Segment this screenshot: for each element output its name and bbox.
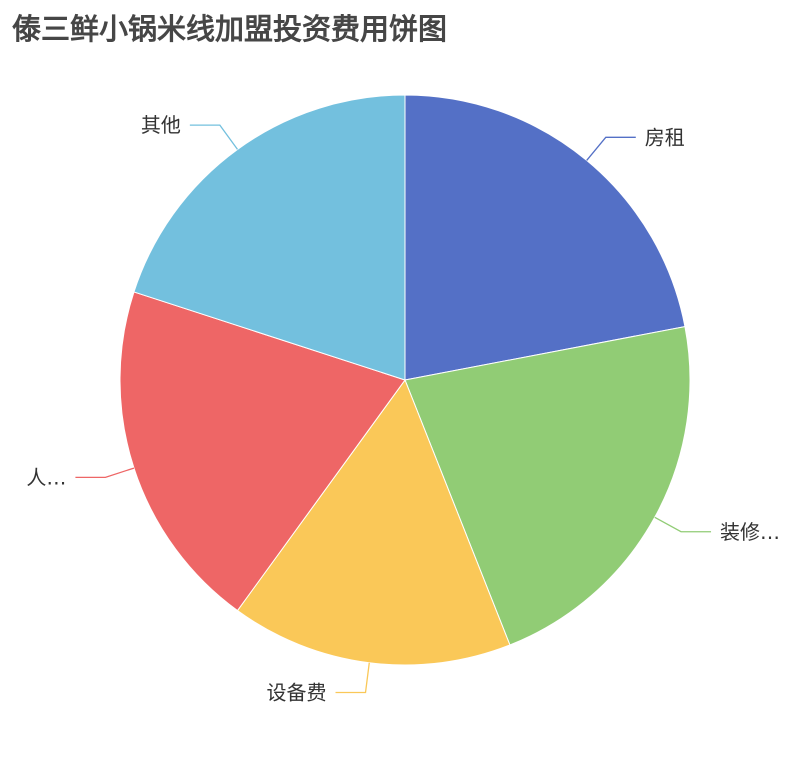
pie-slice[interactable] [133,94,406,381]
slice-label: 房租 [645,125,685,149]
pie-slice[interactable] [404,94,686,381]
chart-title: 傣三鲜小锅米线加盟投资费用饼图 [12,12,448,46]
label-line [189,124,239,150]
slice-label: 人… [26,465,66,489]
label-line [335,662,370,694]
pie-slice[interactable] [236,378,511,666]
slice-label: 设备费 [267,681,327,705]
slice-label: 装修… [720,520,780,544]
label-line [75,467,135,478]
label-line [654,516,712,533]
slice-label: 其他 [141,113,181,137]
label-line [586,136,636,161]
pie-slice[interactable] [404,326,691,646]
